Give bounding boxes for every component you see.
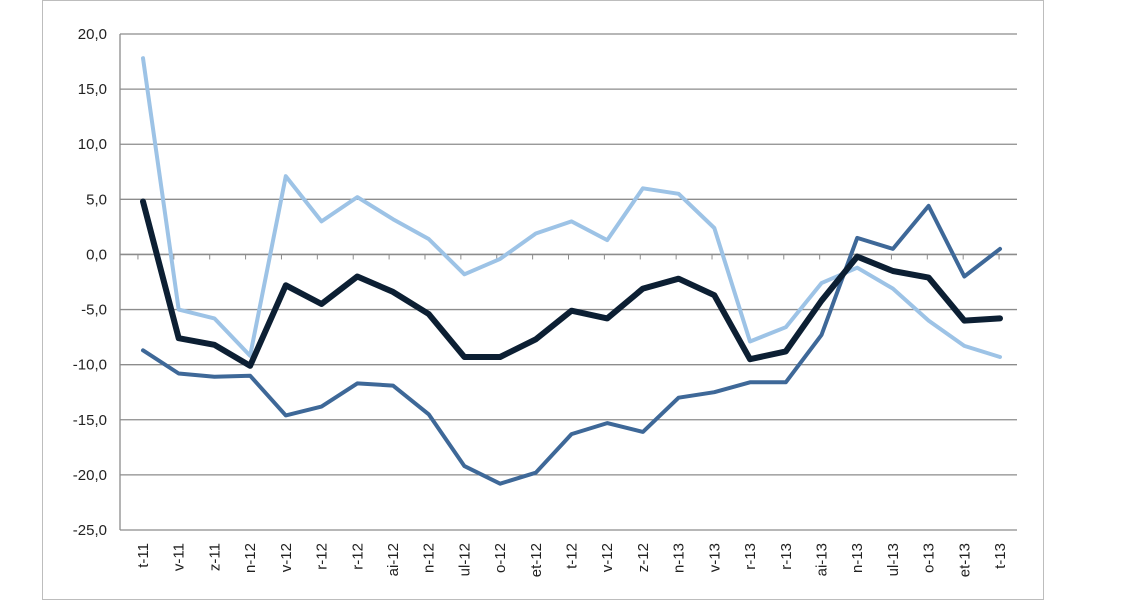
x-tick-label: n-12 [242,543,259,573]
x-tick-label: r-13 [778,543,795,570]
series-line-1 [141,56,1002,359]
x-tick-label: et-12 [528,543,545,577]
y-tick-label: 20,0 [78,26,107,43]
x-tick-label: t-12 [564,543,581,569]
x-tick-label: r-12 [349,543,366,570]
y-tick-label: -25,0 [73,522,107,539]
x-tick-label: ai-13 [813,543,830,576]
y-tick-label: 10,0 [78,136,107,153]
x-tick-label: ai-12 [385,543,402,576]
x-tick-label: n-13 [849,543,866,573]
gridlines [119,33,1017,531]
x-tick-label: v-13 [706,543,723,572]
y-tick-label: -5,0 [81,302,107,319]
x-tick-label: ul-12 [456,543,473,576]
x-tick-label: t-11 [135,543,152,568]
x-tick-label: t-13 [992,543,1009,569]
y-tick-label: -10,0 [73,357,107,374]
y-tick-label: -15,0 [73,412,107,429]
x-tick-label: n-12 [421,543,438,573]
y-tick-label: 0,0 [86,246,107,263]
x-tick-label: v-11 [171,543,188,571]
series-group [140,56,1003,486]
y-tick-label: -20,0 [73,467,107,484]
x-tick-label: et-13 [956,543,973,577]
x-tick-label: v-12 [599,543,616,572]
series-line-2 [141,203,1002,486]
series-line-3 [140,198,1003,369]
chart-frame [42,0,1044,600]
x-tick-label: o-13 [921,543,938,573]
x-tick-label: r-13 [742,543,759,570]
x-tick-label: ul-13 [885,543,902,576]
x-tick-label: z-12 [635,543,652,572]
x-tick-label: z-11 [206,543,223,571]
x-tick-label: n-13 [671,543,688,573]
y-axis-ticks: 20,0 15,0 10,0 5,0 0,0 -5,0 -10,0 -15,0 -20,0 -25… [73,26,107,539]
x-tick-label: r-12 [314,543,331,570]
x-axis-ticks: t-11 v-11 z-11 n-12 v-12 r-12 r-12 ai-12 n-12 ul-… [135,543,1009,577]
y-tick-label: 5,0 [86,191,107,208]
y-tick-label: 15,0 [78,81,107,98]
x-tick-label: v-12 [278,543,295,572]
x-tick-label: o-12 [492,543,509,573]
